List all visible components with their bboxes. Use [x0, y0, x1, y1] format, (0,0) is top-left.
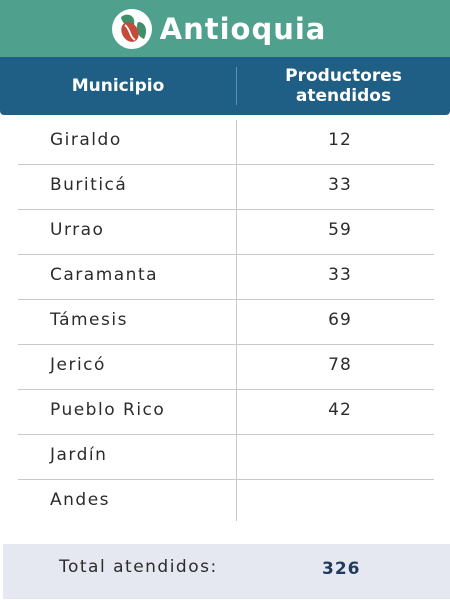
column-divider: [236, 120, 237, 521]
table-row: Giraldo 12: [18, 120, 434, 165]
column-header-municipio: Municipio: [71, 76, 165, 96]
productores-cell: 59: [328, 220, 352, 240]
table-header: Municipio Productores atendidos: [0, 57, 450, 115]
total-value: 326: [322, 559, 361, 579]
table-row: Urrao 59: [18, 210, 434, 255]
municipio-cell: Buriticá: [50, 175, 128, 195]
municipio-table: Giraldo 12 Buriticá 33 Urrao 59 Caramant…: [18, 120, 434, 524]
productores-cell: 33: [328, 265, 352, 285]
municipio-cell: Giraldo: [50, 130, 122, 150]
municipio-cell: Pueblo Rico: [50, 400, 166, 420]
page-title: Antioquia: [159, 11, 327, 46]
productores-cell: 69: [328, 310, 352, 330]
table-row: Jericó 78: [18, 345, 434, 390]
total-bar: Total atendidos: 326: [3, 544, 450, 599]
municipio-cell: Jericó: [50, 355, 106, 375]
table-row: Támesis 69: [18, 300, 434, 345]
table-row: Jardín: [18, 435, 434, 480]
column-header-productores-line2: atendidos: [295, 86, 392, 106]
table-row: Pueblo Rico 42: [18, 390, 434, 435]
municipio-cell: Andes: [50, 490, 111, 510]
municipio-cell: Caramanta: [50, 265, 159, 285]
table-row: Buriticá 33: [18, 165, 434, 210]
column-header-productores: Productores atendidos: [237, 57, 450, 115]
municipio-cell: Urrao: [50, 220, 105, 240]
municipio-cell: Jardín: [50, 445, 108, 465]
municipio-cell: Támesis: [50, 310, 128, 330]
total-label: Total atendidos:: [59, 557, 218, 577]
productores-cell: 78: [328, 355, 352, 375]
header-divider: [236, 67, 237, 105]
coffee-leaves-icon: [111, 8, 152, 49]
productores-cell: 33: [328, 175, 352, 195]
productores-cell: 12: [328, 130, 352, 150]
table-row: Andes: [18, 480, 434, 524]
column-header-productores-line1: Productores: [285, 66, 402, 86]
title-bar: Antioquia: [0, 0, 450, 57]
productores-cell: 42: [328, 400, 352, 420]
table-row: Caramanta 33: [18, 255, 434, 300]
